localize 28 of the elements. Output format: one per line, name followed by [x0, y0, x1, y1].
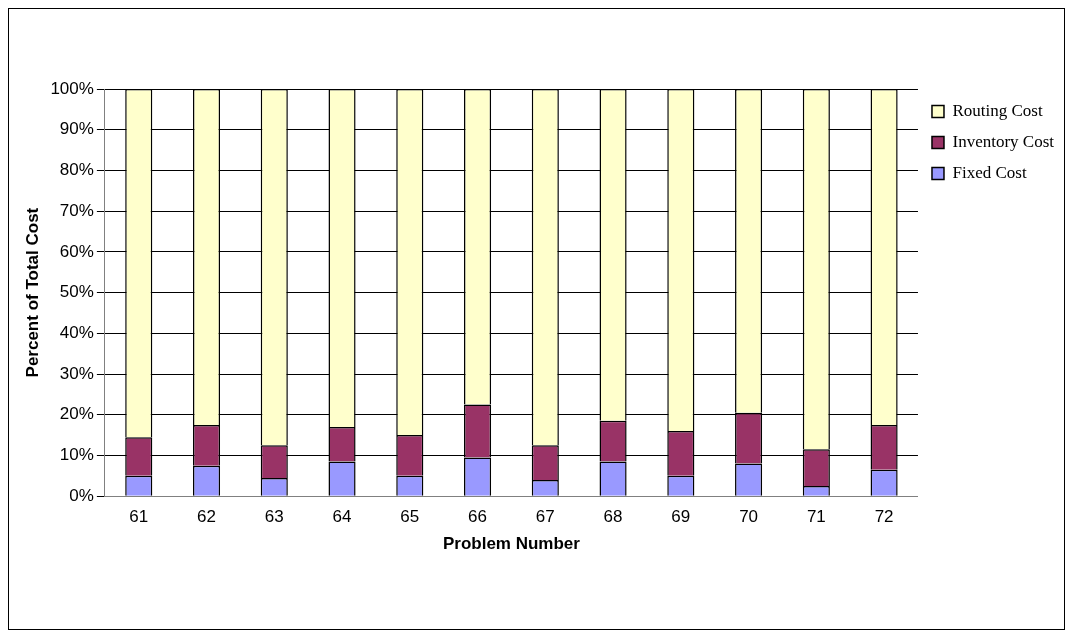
- x-axis-title: Problem Number: [442, 534, 581, 554]
- x-tick-label: 64: [332, 507, 352, 527]
- x-tick-label: 70: [739, 507, 759, 527]
- y-axis-title: Percent of Total Cost: [22, 207, 42, 378]
- x-tick-label: 62: [197, 507, 216, 527]
- x-tick-label: 71: [806, 507, 826, 527]
- y-tick-label: 10%: [59, 445, 94, 465]
- y-tick-label: 60%: [59, 241, 94, 261]
- y-tick-label: 20%: [59, 404, 94, 424]
- y-tick-label: 100%: [50, 78, 94, 98]
- y-tick-label: 80%: [59, 160, 94, 180]
- x-tick-label: 61: [129, 507, 149, 527]
- y-tick-label: 30%: [59, 363, 94, 383]
- x-tick-label: 72: [874, 507, 894, 527]
- x-tick-label: 65: [400, 507, 420, 527]
- x-tick-label: 69: [671, 507, 691, 527]
- x-tick-label: 67: [535, 507, 555, 527]
- y-tick-label: 70%: [59, 200, 94, 220]
- y-tick-label: 40%: [59, 323, 94, 343]
- x-tick-label: 63: [264, 507, 284, 527]
- legend-label: Inventory Cost: [952, 131, 1055, 151]
- y-tick-label: 50%: [59, 282, 94, 302]
- x-tick-label: 66: [468, 507, 488, 527]
- legend-label: Routing Cost: [952, 100, 1043, 120]
- legend-label: Fixed Cost: [952, 162, 1027, 182]
- y-tick-label: 0%: [69, 485, 94, 505]
- y-tick-label: 90%: [59, 119, 94, 139]
- x-tick-label: 68: [603, 507, 623, 527]
